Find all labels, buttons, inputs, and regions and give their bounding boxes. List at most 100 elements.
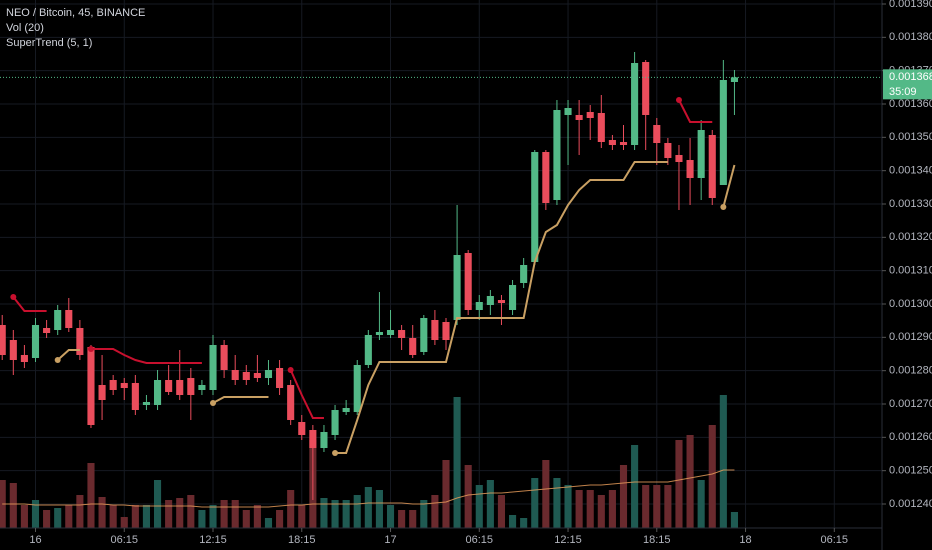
supertrend-line xyxy=(12,296,47,312)
volume-bar xyxy=(165,500,173,528)
volume-bar xyxy=(331,500,339,528)
candle-body xyxy=(176,380,184,395)
volume-bar xyxy=(20,505,28,528)
candle-body xyxy=(65,310,73,328)
volume-bar xyxy=(664,485,672,528)
volume-bar xyxy=(131,505,139,528)
candle-body xyxy=(287,385,295,420)
volume-bar xyxy=(31,500,40,528)
y-tick-label: 0.001340 xyxy=(889,165,932,177)
supertrend-flip xyxy=(332,450,339,456)
supertrend-line xyxy=(212,396,269,404)
x-tick-label: 06:15 xyxy=(821,534,849,546)
indicator-label: Vol (20) xyxy=(6,22,44,34)
x-tick-label: 17 xyxy=(384,534,396,546)
volume-bar xyxy=(442,460,450,528)
candle-body xyxy=(464,253,472,310)
y-tick-label: 0.001310 xyxy=(889,265,932,277)
candle-body xyxy=(131,383,139,410)
candle-body xyxy=(98,385,106,400)
candle-body xyxy=(253,373,261,378)
volume-bar xyxy=(276,510,284,528)
candle-body xyxy=(165,380,173,392)
candle-body xyxy=(697,130,705,178)
candle-body xyxy=(364,335,372,365)
supertrend-line xyxy=(678,99,713,123)
candle-body xyxy=(475,302,483,310)
volume-bar xyxy=(686,435,694,528)
x-tick-label: 12:15 xyxy=(554,534,582,546)
supertrend-line xyxy=(90,348,202,364)
y-tick-label: 0.001350 xyxy=(889,131,932,143)
candle-body xyxy=(43,328,51,333)
volume-bar xyxy=(9,483,17,528)
volume-bar xyxy=(153,480,162,528)
candle-body xyxy=(142,402,150,405)
candle-body xyxy=(0,325,6,355)
y-tick-label: 0.001390 xyxy=(889,0,932,10)
volume-bar xyxy=(542,460,550,528)
volume-bar xyxy=(586,490,594,528)
candle-body xyxy=(719,80,727,185)
supertrend-flip xyxy=(87,346,94,352)
candle-body xyxy=(375,332,383,335)
candles xyxy=(0,52,738,500)
y-tick-label: 0.001380 xyxy=(889,31,932,43)
volume-bar xyxy=(398,510,406,528)
candle-body xyxy=(497,300,506,303)
candle-body xyxy=(575,115,583,120)
supertrend-flip xyxy=(287,367,294,373)
countdown-label: 35:09 xyxy=(889,86,917,98)
candle-body xyxy=(87,347,95,425)
candle-body xyxy=(486,296,494,305)
candle-body xyxy=(509,285,517,310)
volume-bar xyxy=(386,505,395,528)
volume-bar xyxy=(608,490,616,528)
candle-body xyxy=(631,63,639,145)
volume-bar xyxy=(375,490,383,528)
volume-bar xyxy=(675,440,683,528)
candle-body xyxy=(619,142,628,145)
volume-bar xyxy=(253,505,261,528)
volume-bar xyxy=(220,500,228,528)
volume-bar xyxy=(198,510,206,528)
supertrend-line xyxy=(289,369,324,419)
volume-bar xyxy=(76,495,84,528)
candle-body xyxy=(9,340,17,360)
volume-bar xyxy=(142,505,150,528)
volume-bar xyxy=(342,500,350,528)
volume-pane xyxy=(0,395,738,528)
y-tick-label: 0.001320 xyxy=(889,231,932,243)
candle-body xyxy=(264,370,273,378)
candle-body xyxy=(586,112,594,118)
candle-body xyxy=(542,152,550,203)
volume-bar xyxy=(564,485,572,528)
candle-body xyxy=(531,152,539,262)
candle-body xyxy=(708,135,716,198)
candle-body xyxy=(31,325,40,358)
volume-bar xyxy=(353,495,361,528)
y-tick-label: 0.001330 xyxy=(889,198,932,210)
supertrend-line xyxy=(335,161,668,454)
candle-body xyxy=(187,378,195,395)
candle-body xyxy=(730,77,738,82)
candle-body xyxy=(431,320,439,340)
volume-bar xyxy=(120,517,128,528)
volume-bar xyxy=(264,518,273,528)
volume-bar xyxy=(187,495,195,528)
candle-body xyxy=(120,383,128,388)
candle-body xyxy=(76,328,84,355)
y-tick-label: 0.001280 xyxy=(889,365,932,377)
volume-bar xyxy=(553,478,561,528)
volume-bar xyxy=(486,480,494,528)
volume-bar xyxy=(497,495,506,528)
candle-body xyxy=(642,62,650,115)
x-tick-label: 18 xyxy=(739,534,751,546)
volume-bar xyxy=(209,505,217,528)
supertrend-line xyxy=(57,349,80,361)
candle-body xyxy=(353,365,361,412)
volume-bar xyxy=(509,515,517,528)
candle-body xyxy=(398,330,406,338)
volume-bar xyxy=(597,495,605,528)
